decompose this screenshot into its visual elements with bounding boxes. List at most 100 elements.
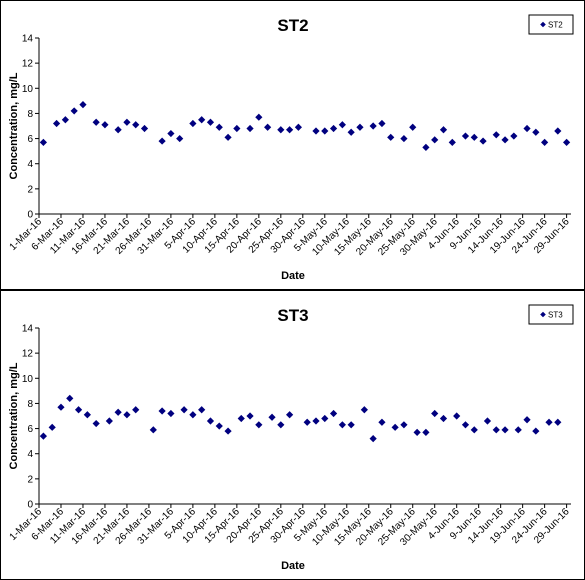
data-point-st3: [189, 411, 197, 419]
chart-title: ST2: [277, 16, 308, 35]
data-point-st2: [422, 143, 430, 151]
data-point-st2: [294, 123, 303, 131]
data-point-st3: [391, 423, 399, 431]
data-point-st3: [246, 412, 254, 420]
data-point-st3: [237, 414, 245, 423]
y-tick-label: 10: [22, 374, 34, 385]
data-point-st3: [224, 427, 232, 435]
data-point-st2: [189, 119, 197, 128]
data-point-st3: [206, 417, 215, 425]
data-point-st2: [114, 126, 122, 134]
data-point-st2: [224, 133, 232, 141]
data-point-st2: [369, 122, 377, 130]
data-point-st2: [167, 129, 175, 138]
data-point-st2: [532, 128, 540, 136]
y-tick-label: 8: [27, 399, 33, 410]
chart-panel-st3: ST3 0 2 4 6 8 10 12 14 1-Mar-16 6-Mar-16 11-Mar-16 1…: [0, 290, 585, 580]
y-tick-label: 14: [22, 324, 34, 335]
data-point-st3: [312, 417, 320, 425]
data-point-st3: [413, 428, 421, 436]
data-point-st2: [79, 101, 87, 109]
data-point-st3: [123, 411, 131, 419]
legend-box: [528, 14, 574, 35]
data-point-st3: [461, 421, 470, 429]
data-point-st3: [369, 435, 377, 443]
data-point-st2: [312, 127, 320, 135]
chart-st2: ST2024681012141-Mar-166-Mar-1611-Mar-161…: [8, 14, 574, 282]
y-tick-label: 6: [27, 134, 33, 145]
data-point-st2: [510, 132, 518, 140]
data-point-st2: [387, 133, 395, 141]
data-point-st3: [470, 426, 478, 434]
data-point-st3: [286, 411, 294, 419]
y-axis-title: Concentration, mg/L: [8, 362, 20, 469]
data-point-st2: [461, 132, 470, 140]
data-point-st3: [132, 406, 140, 414]
data-point-st2: [431, 136, 439, 144]
data-point-st2: [523, 124, 531, 133]
data-point-st3: [378, 418, 386, 426]
data-point-st3: [338, 421, 346, 429]
data-point-st3: [483, 417, 492, 425]
data-point-st2: [92, 118, 100, 126]
data-point-st2: [176, 134, 184, 143]
legend-label: ST3: [548, 311, 563, 320]
data-point-st3: [303, 418, 311, 426]
data-point-st2: [501, 136, 509, 144]
data-point-st2: [206, 118, 215, 126]
data-point-st3: [105, 417, 113, 425]
data-point-st3: [554, 418, 562, 426]
data-point-st2: [52, 119, 61, 128]
y-tick-label: 2: [27, 474, 33, 485]
data-point-st2: [448, 138, 456, 146]
data-point-st2: [479, 137, 487, 145]
x-axis-title: Date: [281, 560, 305, 572]
data-point-st3: [268, 413, 276, 421]
data-point-st2: [492, 131, 500, 139]
data-point-st2: [378, 119, 386, 128]
y-tick-label: 12: [22, 349, 34, 360]
data-point-st2: [470, 133, 478, 141]
data-point-st3: [92, 419, 100, 428]
data-point-st3: [180, 406, 188, 414]
y-tick-label: 8: [27, 109, 33, 120]
data-point-st2: [400, 134, 408, 143]
data-point-st2: [39, 138, 47, 146]
data-point-st3: [439, 414, 448, 423]
data-point-st2: [347, 128, 355, 136]
data-point-st3: [532, 427, 540, 435]
y-tick-label: 12: [22, 59, 34, 70]
data-point-st3: [329, 409, 338, 418]
data-point-st2: [158, 137, 166, 145]
legend-box: [528, 304, 574, 325]
chart-title: ST3: [277, 306, 308, 325]
y-tick-label: 4: [27, 159, 33, 170]
data-point-st3: [66, 394, 74, 402]
data-point-st2: [140, 124, 149, 133]
data-point-st2: [70, 107, 78, 115]
data-point-st3: [422, 428, 430, 436]
data-point-st2: [264, 123, 272, 131]
data-point-st2: [356, 123, 364, 131]
data-point-st2: [277, 126, 285, 134]
data-point-st2: [215, 123, 223, 131]
y-tick-label: 14: [22, 34, 34, 45]
data-point-st3: [453, 412, 461, 420]
data-point-st3: [431, 409, 439, 418]
data-point-st3: [57, 403, 65, 411]
data-point-st3: [198, 406, 206, 414]
data-point-st3: [514, 426, 522, 434]
chart-st3: ST3024681012141-Mar-166-Mar-1611-Mar-161…: [8, 304, 574, 572]
data-point-st2: [286, 126, 294, 134]
data-point-st3: [277, 421, 285, 429]
y-tick-label: 2: [27, 184, 33, 195]
chart-panel-st2: ST2 0 2 4 6 8 10 12 14 1-Mar-16 6-Mar-16 11-Mar-16 1…: [0, 0, 585, 290]
x-axis-title: Date: [281, 270, 305, 282]
y-tick-label: 0: [27, 500, 33, 511]
data-point-st3: [360, 406, 368, 414]
data-point-st3: [347, 421, 355, 429]
data-point-st2: [409, 123, 417, 131]
data-point-st3: [400, 421, 408, 429]
legend-marker: [540, 311, 546, 318]
data-point-st3: [255, 421, 263, 429]
